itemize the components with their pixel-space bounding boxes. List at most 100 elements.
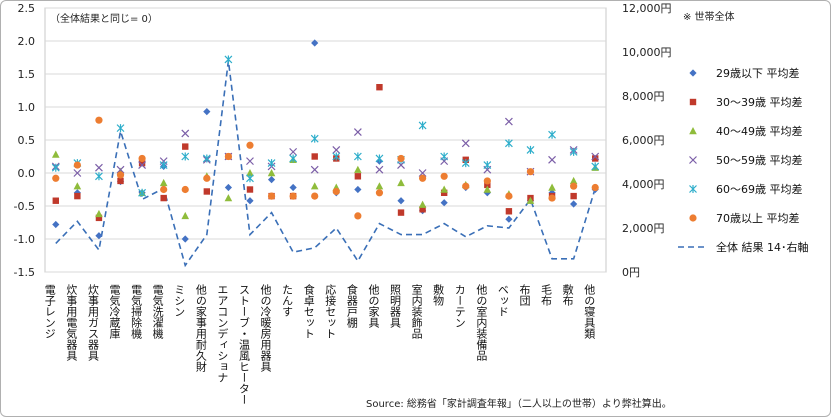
- y2-tick-label: 8,000円: [622, 90, 665, 103]
- y2-tick-label: 12,000円: [622, 2, 672, 15]
- data-point: [591, 162, 600, 171]
- data-point: [289, 183, 297, 192]
- data-point: [570, 200, 578, 208]
- data-point: [73, 161, 81, 169]
- category-label: 電子レンジ: [43, 284, 56, 339]
- data-point: [116, 165, 125, 174]
- category-labels: 電子レンジ 炊事用電気器具 炊事用ガス器具 電気冷蔵庫 電気掃除機 電気洗濯機 ミシン 他の家…: [43, 283, 595, 405]
- data-point: [311, 153, 318, 160]
- category-label: 室内装飾品: [410, 283, 423, 339]
- series-5: [51, 55, 600, 197]
- data-point: [181, 235, 189, 243]
- data-point: [504, 117, 513, 126]
- left-axis: 2.5 2.0 1.5 1.0 0.5 0.0 -0.5 -1.0 -1.5: [14, 2, 35, 279]
- data-point: [95, 116, 103, 124]
- legend-label: 全体 結果 14･右軸: [716, 240, 809, 254]
- data-point: [483, 161, 492, 170]
- data-point: [354, 165, 362, 173]
- legend-label: 60～69歳 平均差: [716, 182, 803, 196]
- category-label: 食卓セット: [302, 283, 315, 339]
- legend-label: 50～59歳 平均差: [716, 153, 803, 167]
- y-tick-label: 0.5: [18, 134, 36, 147]
- series-1: [52, 39, 599, 243]
- category-label: 電気冷蔵庫: [108, 284, 121, 340]
- y2-tick-label: 10,000円: [622, 46, 672, 59]
- data-point: [548, 155, 556, 164]
- data-point: [51, 150, 60, 158]
- data-point: [419, 206, 426, 213]
- data-point: [95, 172, 103, 181]
- data-point: [440, 189, 448, 196]
- data-point: [52, 220, 60, 229]
- data-point: [310, 182, 319, 190]
- series-6: [52, 116, 599, 220]
- data-point: [202, 154, 211, 163]
- data-point: [310, 165, 319, 174]
- data-point: [526, 168, 535, 176]
- data-point: [224, 183, 233, 192]
- data-point: [484, 181, 491, 189]
- data-point: [203, 108, 211, 116]
- data-point: [116, 124, 125, 133]
- data-point: [397, 154, 405, 163]
- data-point: [570, 182, 578, 190]
- legend: 29歳以下 平均差 30～39歳 平均差 40～49歳 平均差 50～59歳 平均差 6…: [678, 66, 809, 254]
- data-point: [376, 84, 383, 91]
- data-point: [397, 197, 405, 205]
- data-point: [462, 182, 470, 190]
- data-point: [181, 185, 189, 194]
- data-point: [160, 194, 167, 202]
- data-point: [332, 187, 340, 196]
- data-point: [569, 147, 578, 156]
- data-point: [181, 211, 190, 220]
- data-point: [353, 128, 362, 137]
- series-2: [52, 84, 599, 222]
- legend-marker: [689, 69, 697, 77]
- data-point: [332, 152, 341, 161]
- data-point: [418, 121, 427, 130]
- data-point: [311, 192, 319, 200]
- category-label: 電気洗濯機: [151, 284, 164, 340]
- data-point: [375, 154, 384, 163]
- data-point: [440, 172, 448, 180]
- data-point: [483, 177, 491, 185]
- data-point: [375, 182, 384, 190]
- data-point: [181, 129, 190, 138]
- data-point: [246, 197, 254, 205]
- y-tick-label: 0.0: [18, 167, 36, 180]
- data-point: [548, 194, 556, 202]
- right-axis: 12,000円 10,000円 8,000円 6,000円 4,000円 2,000円 0円: [622, 2, 672, 279]
- category-label: エアコンディショナ: [216, 284, 229, 383]
- legend-marker: [689, 98, 697, 106]
- data-point: [203, 188, 211, 195]
- data-point: [117, 177, 124, 185]
- data-point: [267, 169, 276, 177]
- data-point: [52, 174, 60, 182]
- legend-marker: [689, 185, 697, 193]
- data-point: [95, 163, 103, 172]
- legend-label: 30～39歳 平均差: [716, 95, 803, 109]
- data-point: [224, 152, 233, 161]
- data-point: [440, 185, 448, 193]
- legend-label: 70歳以上 平均差: [716, 211, 800, 225]
- series-3: [51, 150, 600, 220]
- data-point: [418, 169, 427, 177]
- data-point: [267, 192, 276, 200]
- data-point: [311, 39, 319, 47]
- data-point: [505, 215, 513, 223]
- data-point: [461, 159, 470, 168]
- category-label: 布団: [518, 284, 531, 307]
- data-point: [159, 161, 168, 170]
- legend-label: 40～49歳 平均差: [716, 124, 803, 138]
- data-point: [181, 152, 190, 161]
- data-point: [505, 192, 513, 200]
- data-point: [138, 161, 147, 170]
- category-label: 他の寝具類: [583, 284, 596, 340]
- category-label: 応接セット: [324, 283, 337, 339]
- category-label: 敷物: [432, 283, 445, 306]
- data-point: [440, 199, 448, 207]
- y-tick-label: 2.0: [18, 35, 36, 48]
- data-point: [440, 152, 449, 161]
- category-label: ミシン: [173, 284, 186, 317]
